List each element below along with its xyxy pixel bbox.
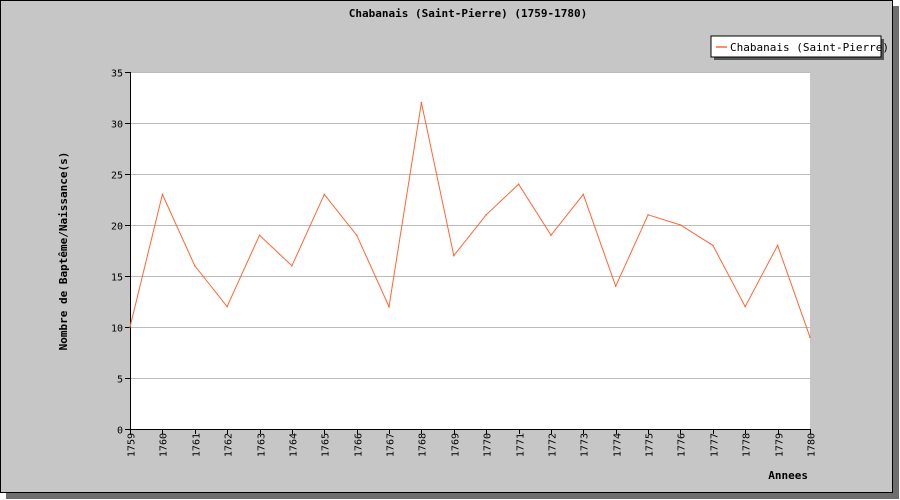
x-tick-label: 1773 — [580, 433, 591, 457]
x-tick-label: 1774 — [613, 433, 624, 457]
y-tick-label: 25 — [111, 171, 123, 182]
x-tick-label: 1768 — [418, 433, 429, 457]
x-tick-labels: 1759 1760 1761 1762 1763 1764 1765 1766 1767 1768… — [127, 433, 818, 457]
data-point — [161, 193, 164, 196]
y-axis-label: Nombre de Baptême/Naissance(s) — [57, 152, 70, 351]
x-axis-label: Annees — [768, 469, 808, 482]
y-tick-label: 35 — [111, 69, 123, 80]
data-point — [420, 101, 423, 104]
x-tick-label: 1769 — [451, 433, 462, 457]
data-point — [776, 244, 779, 247]
x-tick-label: 1778 — [742, 433, 753, 457]
y-tick-label: 30 — [111, 120, 123, 131]
y-tick-labels: 0 5 10 15 20 25 30 35 — [111, 69, 123, 437]
data-point — [679, 224, 682, 226]
x-tick-label: 1777 — [710, 433, 721, 457]
x-tick-label: 1762 — [224, 433, 235, 457]
series-lines — [129, 101, 811, 339]
y-tick-label: 0 — [117, 426, 123, 437]
y-tick-label: 15 — [111, 273, 123, 284]
data-point — [614, 285, 617, 288]
grid-lines — [130, 72, 810, 379]
x-tick-label: 1770 — [483, 433, 494, 457]
x-tick-label: 1767 — [386, 433, 397, 457]
data-point — [258, 234, 261, 236]
legend-box — [710, 35, 882, 58]
plot-area — [130, 72, 810, 429]
data-point — [712, 244, 714, 247]
data-point — [453, 254, 455, 257]
x-tick-label: 1776 — [677, 433, 688, 457]
data-point — [809, 336, 811, 339]
data-point — [194, 265, 196, 267]
data-point — [550, 234, 552, 236]
x-tick-label: 1759 — [127, 433, 138, 457]
data-point — [226, 305, 228, 308]
series-line — [129, 102, 811, 338]
data-point — [744, 305, 746, 308]
x-tick-label: 1761 — [192, 433, 203, 457]
data-point — [485, 214, 488, 216]
data-point — [388, 305, 390, 308]
x-tick-label: 1765 — [321, 433, 332, 457]
axes — [125, 72, 811, 434]
y-tick-label: 10 — [111, 324, 123, 335]
data-point — [582, 193, 585, 196]
x-tick-label: 1766 — [354, 433, 365, 457]
x-tick-label: 1780 — [807, 433, 818, 457]
y-tick-label: 5 — [117, 375, 123, 386]
data-point — [517, 183, 520, 185]
legend: Chabanais (Saint-Pierre) — [710, 35, 889, 60]
x-tick-label: 1763 — [257, 433, 268, 457]
x-tick-label: 1760 — [159, 433, 170, 457]
x-tick-label: 1771 — [516, 433, 527, 457]
data-point — [129, 326, 131, 328]
chart-title: Chabanais (Saint-Pierre) (1759-1780) — [349, 7, 587, 20]
x-tick-label: 1775 — [645, 433, 656, 457]
x-tick-label: 1779 — [775, 433, 786, 457]
legend-label: Chabanais (Saint-Pierre) — [730, 41, 889, 54]
data-point — [355, 234, 358, 236]
y-tick-label: 20 — [111, 222, 123, 233]
data-point — [323, 193, 326, 196]
data-point — [647, 214, 649, 216]
data-point — [291, 265, 293, 267]
x-tick-label: 1764 — [289, 433, 300, 457]
x-tick-label: 1772 — [548, 433, 559, 457]
